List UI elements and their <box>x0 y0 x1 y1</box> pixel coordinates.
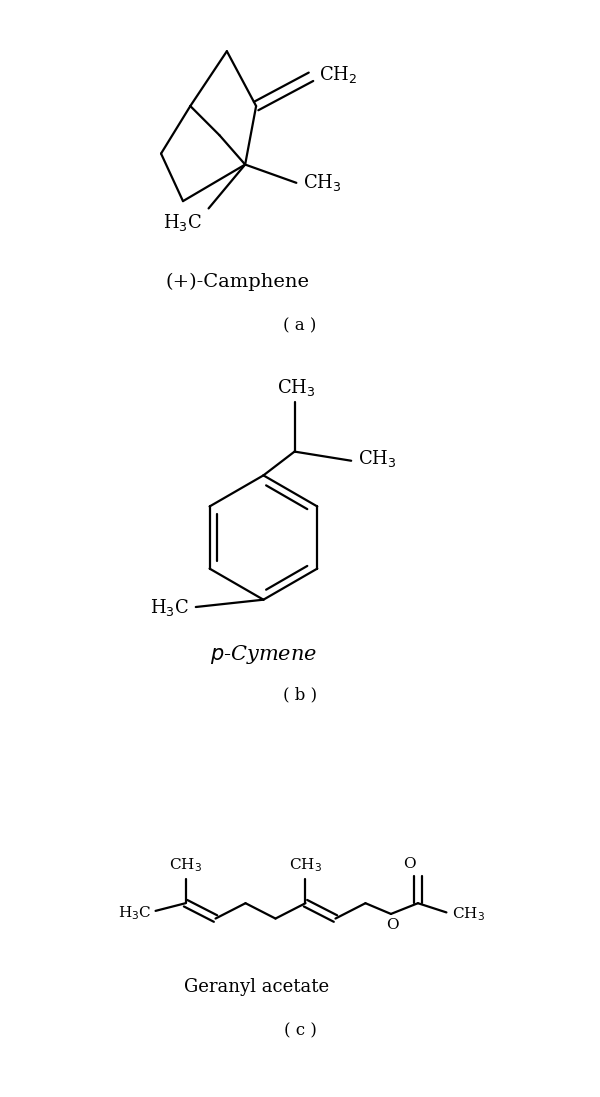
Text: CH$_3$: CH$_3$ <box>289 857 322 874</box>
Text: CH$_3$: CH$_3$ <box>169 857 202 874</box>
Text: H$_3$C: H$_3$C <box>150 597 189 618</box>
Text: CH$_3$: CH$_3$ <box>303 172 341 193</box>
Text: (+)-Camphene: (+)-Camphene <box>166 272 310 291</box>
Text: CH$_3$: CH$_3$ <box>277 377 316 398</box>
Text: ( b ): ( b ) <box>283 687 317 703</box>
Text: ( a ): ( a ) <box>283 317 317 333</box>
Text: CH$_3$: CH$_3$ <box>358 449 397 470</box>
Text: H$_3$C: H$_3$C <box>163 212 202 233</box>
Text: $p$-Cymene: $p$-Cymene <box>210 643 317 666</box>
Text: ( c ): ( c ) <box>284 1022 316 1040</box>
Text: Geranyl acetate: Geranyl acetate <box>184 979 329 996</box>
Text: O: O <box>386 918 399 932</box>
Text: O: O <box>404 857 416 871</box>
Text: H$_3$C: H$_3$C <box>118 904 151 921</box>
Text: CH$_3$: CH$_3$ <box>452 905 485 923</box>
Text: CH$_2$: CH$_2$ <box>319 65 358 86</box>
